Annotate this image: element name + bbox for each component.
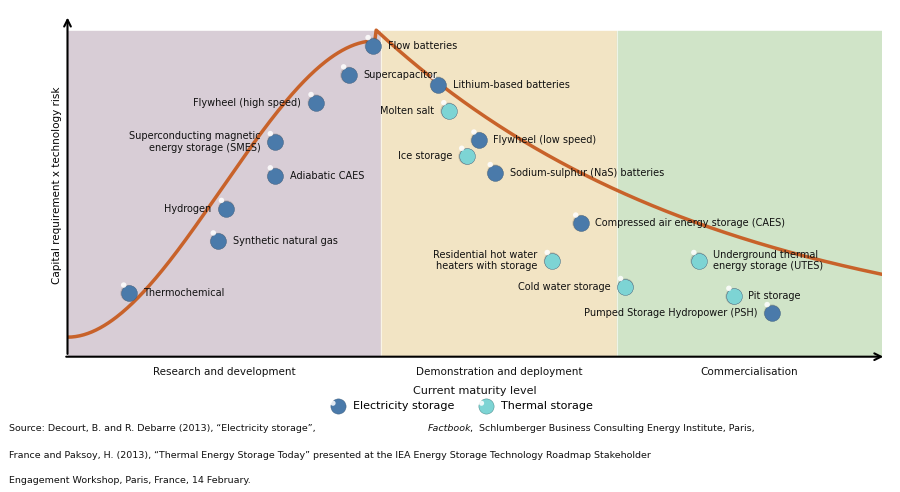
Text: Ice storage: Ice storage (398, 152, 452, 161)
Text: Flywheel (high speed): Flywheel (high speed) (194, 98, 302, 108)
Point (691, 257, 706, 265)
Point (454, 144, 469, 152)
Text: Residential hot water
heaters with storage: Residential hot water heaters with stora… (433, 250, 537, 272)
Point (442, 107, 456, 115)
Text: Thermal storage: Thermal storage (501, 401, 593, 411)
Point (268, 138, 283, 146)
Point (479, 402, 493, 410)
Point (268, 172, 283, 180)
Bar (68, 31, 381, 357)
Point (726, 293, 741, 301)
Point (691, 257, 706, 265)
Point (722, 284, 736, 292)
Text: Superconducting magnetic
energy storage (SMES): Superconducting magnetic energy storage … (129, 131, 260, 153)
Point (726, 293, 741, 301)
Point (122, 289, 136, 297)
Point (263, 164, 277, 172)
Point (618, 283, 633, 291)
Point (765, 309, 779, 317)
Text: Current maturity level: Current maturity level (413, 386, 536, 396)
Text: Source: Decourt, B. and R. Debarre (2013), “Electricity storage”,: Source: Decourt, B. and R. Debarre (2013… (9, 424, 319, 433)
Point (219, 205, 233, 213)
Text: Compressed air energy storage (CAES): Compressed air energy storage (CAES) (595, 218, 786, 228)
Point (431, 81, 446, 89)
Point (326, 399, 340, 407)
Point (436, 99, 451, 107)
Text: Factbook: Factbook (428, 424, 472, 433)
Point (540, 248, 554, 256)
Point (544, 257, 559, 265)
Bar (381, 31, 617, 357)
Point (304, 91, 319, 98)
Point (337, 63, 351, 71)
Point (365, 42, 380, 50)
Point (467, 128, 482, 136)
Text: Demonstration and deployment: Demonstration and deployment (416, 367, 582, 376)
Text: Commercialisation: Commercialisation (701, 367, 798, 376)
Point (309, 99, 323, 107)
Point (211, 237, 225, 245)
Point (760, 301, 774, 308)
Point (765, 309, 779, 317)
Text: Molten salt: Molten salt (380, 106, 434, 116)
Point (206, 229, 220, 237)
Text: Cold water storage: Cold water storage (518, 282, 611, 292)
Point (459, 153, 473, 160)
Point (488, 169, 502, 177)
Point (472, 136, 486, 144)
Text: Adiabatic CAES: Adiabatic CAES (290, 171, 364, 181)
Text: Thermochemical: Thermochemical (143, 288, 225, 298)
Point (116, 281, 130, 289)
Point (268, 138, 283, 146)
Point (214, 196, 229, 204)
Point (544, 257, 559, 265)
Point (330, 402, 345, 410)
Text: ,  Schlumberger Business Consulting Energy Institute, Paris,: , Schlumberger Business Consulting Energ… (471, 424, 755, 433)
Point (569, 211, 583, 219)
Point (488, 169, 502, 177)
Text: France and Paksoy, H. (2013), “Thermal Energy Storage Today” presented at the IE: France and Paksoy, H. (2013), “Thermal E… (9, 451, 651, 460)
Point (365, 42, 380, 50)
Text: Hydrogen: Hydrogen (165, 204, 211, 214)
Text: Flywheel (low speed): Flywheel (low speed) (493, 135, 597, 145)
Text: Underground thermal
energy storage (UTES): Underground thermal energy storage (UTES… (714, 250, 824, 272)
Point (122, 289, 136, 297)
Text: Flow batteries: Flow batteries (388, 41, 457, 51)
Point (341, 71, 356, 79)
Point (472, 136, 486, 144)
Point (268, 172, 283, 180)
Point (309, 99, 323, 107)
Point (474, 399, 489, 407)
Text: Research and development: Research and development (153, 367, 295, 376)
Point (431, 81, 446, 89)
Point (219, 205, 233, 213)
Text: Supercapacitor: Supercapacitor (364, 70, 437, 80)
Point (426, 73, 440, 81)
Point (573, 219, 588, 227)
Text: Sodium-sulphur (NaS) batteries: Sodium-sulphur (NaS) batteries (509, 168, 664, 178)
Point (483, 160, 498, 168)
Point (618, 283, 633, 291)
Text: Electricity storage: Electricity storage (353, 401, 454, 411)
Point (341, 71, 356, 79)
Bar (617, 31, 882, 357)
Text: Engagement Workshop, Paris, France, 14 February.: Engagement Workshop, Paris, France, 14 F… (9, 476, 251, 485)
Point (361, 33, 375, 41)
Point (613, 275, 627, 282)
Point (442, 107, 456, 115)
Text: Pit storage: Pit storage (749, 291, 801, 302)
Point (573, 219, 588, 227)
Point (263, 130, 277, 138)
Point (459, 153, 473, 160)
Text: Lithium-based batteries: Lithium-based batteries (453, 80, 570, 90)
Text: Synthetic natural gas: Synthetic natural gas (233, 236, 338, 246)
Text: Pumped Storage Hydropower (PSH): Pumped Storage Hydropower (PSH) (584, 308, 758, 318)
Point (687, 248, 701, 256)
Point (211, 237, 225, 245)
Y-axis label: Capital requirement x technology risk: Capital requirement x technology risk (52, 87, 62, 284)
